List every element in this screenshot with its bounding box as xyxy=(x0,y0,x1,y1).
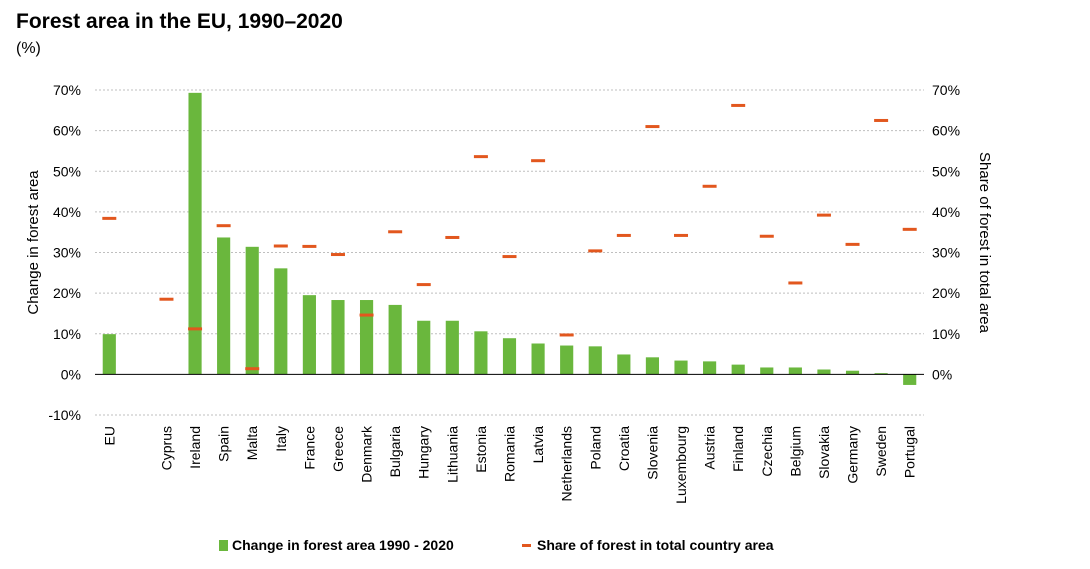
category-label: Bulgaria xyxy=(387,426,403,478)
bar xyxy=(331,300,345,375)
category-label: Luxembourg xyxy=(673,426,689,504)
legend-marker-swatch xyxy=(522,543,531,547)
bar xyxy=(531,343,545,375)
category-label: Finland xyxy=(730,426,746,472)
bar xyxy=(188,92,202,375)
y2-tick-label: 10% xyxy=(932,326,960,342)
legend-item-markers: Share of forest in total country area xyxy=(522,537,774,553)
y-axis-title: Change in forest area xyxy=(25,170,42,315)
y-tick-label: -10% xyxy=(48,407,81,423)
bar xyxy=(560,345,574,375)
bar xyxy=(617,354,631,375)
y-tick-label: 50% xyxy=(53,163,81,179)
y2-tick-label: 30% xyxy=(932,245,960,261)
category-label: Belgium xyxy=(787,426,803,477)
category-label: Slovakia xyxy=(816,426,832,479)
bar xyxy=(388,304,402,375)
category-label: Hungary xyxy=(416,426,432,479)
bar xyxy=(445,320,459,375)
bar xyxy=(845,370,860,375)
category-label: Slovenia xyxy=(644,426,660,480)
y2-axis-title: Share of forest in total area xyxy=(976,152,993,334)
y-tick-label: 70% xyxy=(53,82,81,98)
category-label: Lithuania xyxy=(444,426,460,483)
category-label: Cyprus xyxy=(158,426,174,470)
bar xyxy=(645,357,660,375)
bar xyxy=(245,246,259,375)
category-label: Czechia xyxy=(759,426,775,477)
y-tick-label: 40% xyxy=(53,204,81,220)
y2-tick-label: 50% xyxy=(932,163,960,179)
category-label: Poland xyxy=(587,426,603,470)
bar xyxy=(903,374,917,385)
y2-tick-label: 60% xyxy=(932,123,960,139)
y2-tick-label: 70% xyxy=(932,82,960,98)
category-label: Estonia xyxy=(473,426,489,473)
category-label: Ireland xyxy=(187,426,203,469)
legend-label-markers: Share of forest in total country area xyxy=(537,537,774,553)
chart-subtitle: (%) xyxy=(16,40,41,57)
y-tick-label: 10% xyxy=(53,326,81,342)
y-tick-label: 20% xyxy=(53,285,81,301)
y-tick-label: 30% xyxy=(53,245,81,261)
category-label: Latvia xyxy=(530,426,546,464)
bar xyxy=(302,295,316,375)
category-label: EU xyxy=(101,426,117,445)
bar xyxy=(674,360,688,375)
y2-tick-label: 20% xyxy=(932,285,960,301)
category-label: Spain xyxy=(216,426,232,462)
y2-tick-label: 40% xyxy=(932,204,960,220)
bar xyxy=(274,268,288,375)
category-label: Sweden xyxy=(873,426,889,477)
bar xyxy=(731,364,745,375)
category-label: Croatia xyxy=(616,426,632,471)
y-tick-label: 60% xyxy=(53,123,81,139)
category-label: Austria xyxy=(702,426,718,470)
bar xyxy=(817,369,831,375)
category-label: Portugal xyxy=(902,426,918,478)
category-label: Malta xyxy=(244,426,260,460)
bar xyxy=(474,331,488,375)
bar xyxy=(760,367,774,375)
category-label: Denmark xyxy=(359,425,375,483)
category-label: Germany xyxy=(845,426,861,484)
bar xyxy=(417,320,431,375)
bar xyxy=(788,367,802,375)
category-label: Greece xyxy=(330,426,346,472)
category-label: Italy xyxy=(273,426,289,452)
category-label: Netherlands xyxy=(559,426,575,502)
y2-tick-label: 0% xyxy=(932,366,952,382)
y-tick-label: 0% xyxy=(61,366,81,382)
legend-label-bars: Change in forest area 1990 - 2020 xyxy=(232,537,454,553)
category-label: Romania xyxy=(502,426,518,482)
bar xyxy=(874,373,888,375)
legend-bar-swatch xyxy=(219,539,228,551)
bar xyxy=(217,237,231,375)
legend-item-bars: Change in forest area 1990 - 2020 xyxy=(219,537,454,553)
category-label: France xyxy=(301,426,317,470)
chart-title: Forest area in the EU, 1990–2020 xyxy=(16,10,343,33)
bar xyxy=(102,334,116,375)
bar xyxy=(588,346,602,375)
bar xyxy=(703,361,717,375)
bar xyxy=(359,300,374,375)
bar xyxy=(502,338,517,375)
